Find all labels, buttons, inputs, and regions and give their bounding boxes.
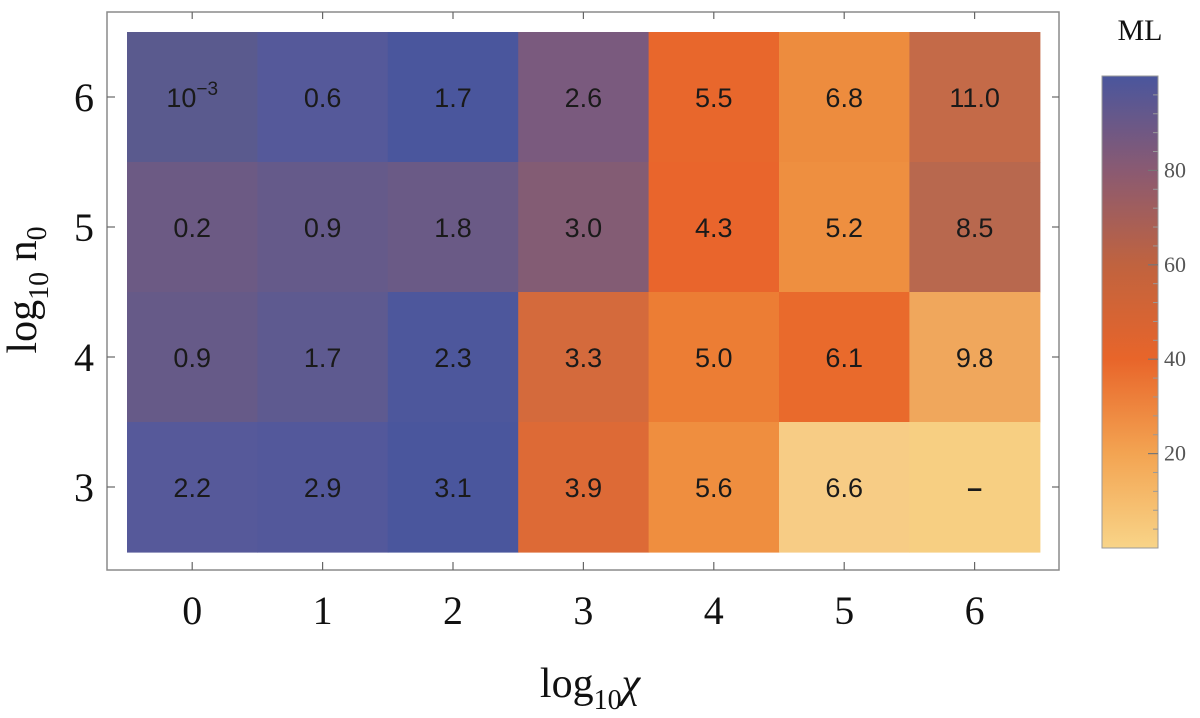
heatmap-cell — [387, 422, 519, 553]
heatmap-cell — [779, 162, 910, 293]
heatmap-cell — [127, 292, 258, 423]
colorbar-tick-label: 40 — [1164, 346, 1186, 371]
heatmap-cell — [387, 32, 519, 163]
cell-value-label: 9.8 — [956, 343, 994, 373]
cell-value-label: 3.3 — [565, 343, 603, 373]
cell-value-label: 1.8 — [434, 213, 472, 243]
heatmap-cell — [518, 422, 650, 553]
y-tick-label: 4 — [74, 335, 94, 380]
cell-value-label: 2.9 — [304, 473, 342, 503]
cell-value-label: 6.6 — [825, 473, 863, 503]
x-axis-title: log10χ — [540, 661, 642, 716]
cell-value-label: 0.9 — [304, 213, 342, 243]
colorbar-ticks: 20 40 60 80 — [1148, 94, 1186, 530]
cell-value-label: 3.1 — [434, 473, 472, 503]
y-tick-label: 3 — [74, 465, 94, 510]
colorbar-title: ML — [1118, 14, 1163, 47]
cell-value-label: 5.5 — [695, 83, 733, 113]
cell-value-label: 3.9 — [565, 473, 603, 503]
heatmap-cell — [257, 32, 389, 163]
heatmap-cell — [518, 162, 650, 293]
cell-value-label: 5.0 — [695, 343, 733, 373]
heatmap-cell — [127, 162, 258, 293]
heatmap-cell — [909, 32, 1041, 163]
cell-value-label: 8.5 — [956, 213, 994, 243]
cell-value-label: 1.7 — [304, 343, 342, 373]
y-axis-title: log10 n0 — [0, 226, 55, 353]
heatmap-cell — [257, 292, 389, 423]
cell-value-label: 0.9 — [173, 343, 211, 373]
cell-value-label: 1.7 — [434, 83, 472, 113]
cell-value-label: 6.1 — [825, 343, 863, 373]
heatmap-cell — [387, 162, 519, 293]
heatmap-cell — [779, 292, 910, 423]
cell-value-label: 3.0 — [565, 213, 603, 243]
heatmap-cell — [909, 162, 1041, 293]
cell-value-label: 2.3 — [434, 343, 472, 373]
colorbar-tick-label: 20 — [1164, 441, 1186, 466]
x-tick-label: 6 — [965, 588, 985, 633]
cell-value-label: 10−3 — [166, 79, 218, 113]
heatmap-cell — [127, 422, 258, 553]
cell-value-label: 4.3 — [695, 213, 733, 243]
heatmap-cell — [779, 32, 910, 163]
cell-value-label: 2.2 — [173, 473, 211, 503]
heatmap-cell-labels: 10−3 0.6 1.7 2.6 5.5 6.8 11.0 0.2 0.9 1.8 3.0 4.3 5.… — [166, 79, 1000, 503]
cell-value-label: 5.6 — [695, 473, 733, 503]
x-tick-label: 1 — [313, 588, 333, 633]
heatmap-cell — [257, 422, 389, 553]
y-tick-label: 6 — [74, 75, 94, 120]
colorbar — [1101, 75, 1159, 549]
heatmap-cell — [387, 292, 519, 423]
x-tick-label: 2 — [443, 588, 463, 633]
cell-value-label: – — [967, 473, 982, 503]
y-tick-label: 5 — [74, 205, 94, 250]
x-tick-label: 0 — [182, 588, 202, 633]
x-tick-label: 5 — [834, 588, 854, 633]
heatmap-cell — [909, 292, 1041, 423]
cell-value-label: 11.0 — [949, 83, 1000, 113]
cell-value-label: 0.2 — [173, 213, 211, 243]
heatmap-cell — [518, 292, 650, 423]
heatmap-cell — [779, 422, 910, 553]
heatmap-cell — [909, 422, 1041, 553]
heatmap-cell — [648, 292, 780, 423]
cell-value-label: 0.6 — [304, 83, 342, 113]
x-tick-label: 3 — [573, 588, 593, 633]
heatmap-cell — [648, 422, 780, 553]
heatmap-cell — [257, 162, 389, 293]
colorbar-tick-label: 80 — [1164, 157, 1186, 182]
heatmap-cell — [648, 32, 780, 163]
x-axis-ticks: 0 1 2 3 4 5 6 — [182, 12, 985, 633]
cell-value-label: 6.8 — [825, 83, 863, 113]
cell-value-label: 5.2 — [825, 213, 863, 243]
heatmap-cells — [127, 32, 1041, 553]
y-axis-ticks: 6 5 4 3 — [74, 75, 1059, 510]
colorbar-tick-label: 60 — [1164, 252, 1186, 277]
heatmap-cell — [518, 32, 650, 163]
cell-value-label: 2.6 — [565, 83, 603, 113]
x-tick-label: 4 — [704, 588, 724, 633]
heatmap-cell — [648, 162, 780, 293]
heatmap-cell — [127, 32, 258, 163]
